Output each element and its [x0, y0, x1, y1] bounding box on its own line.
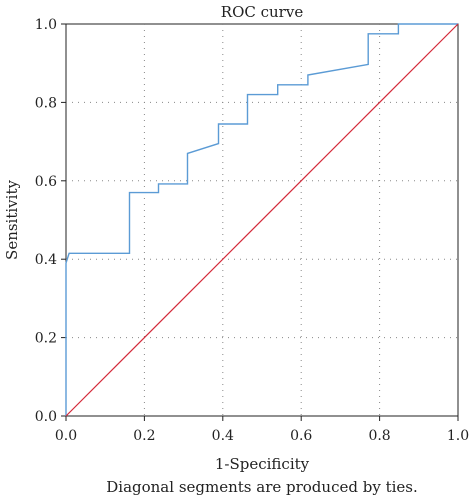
y-tick-label: 0.8	[35, 95, 57, 111]
roc-curve-line	[65, 23, 458, 416]
y-tick-label: 0.4	[35, 252, 57, 268]
x-tick-label: 0.6	[290, 428, 312, 444]
series-group	[65, 23, 459, 417]
x-tick-label: 0.2	[133, 428, 155, 444]
x-tick-label: 0.8	[368, 428, 390, 444]
x-axis-label: 1-Specificity	[215, 455, 310, 473]
reference-diagonal-line	[65, 23, 459, 417]
y-tick-label: 0.6	[35, 174, 57, 190]
y-tick-label: 1.0	[35, 17, 57, 33]
x-tick-label: 1.0	[447, 428, 469, 444]
footnote: Diagonal segments are produced by ties.	[106, 478, 417, 496]
y-axis-label: Sensitivity	[3, 180, 21, 260]
chart-title: ROC curve	[221, 3, 304, 21]
y-tick-label: 0.0	[35, 409, 57, 425]
y-tick-label: 0.2	[35, 331, 57, 347]
y-tick-labels: 0.0 0.2 0.4 0.6 0.8 1.0	[35, 17, 57, 425]
x-tick-labels: 0.0 0.2 0.4 0.6 0.8 1.0	[55, 428, 469, 444]
x-tick-label: 0.0	[55, 428, 77, 444]
tick-marks	[61, 23, 459, 421]
x-tick-label: 0.4	[212, 428, 234, 444]
